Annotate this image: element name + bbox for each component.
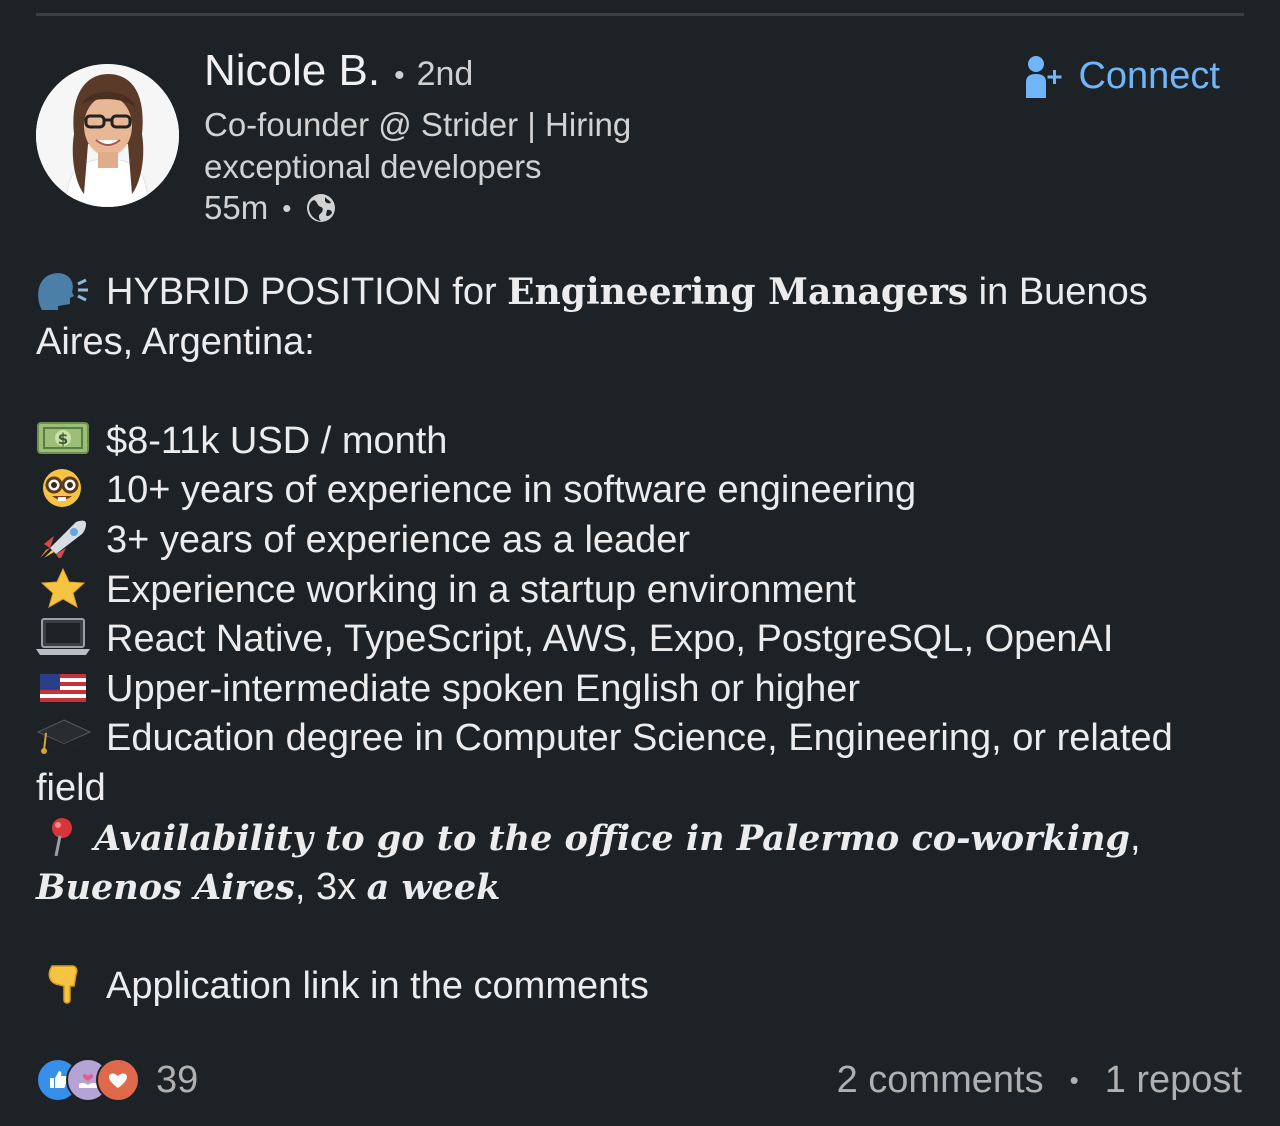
blank-line	[36, 367, 1246, 417]
speaking-head-icon	[36, 270, 92, 310]
engagement-stats: 2 comments • 1 repost	[837, 1059, 1242, 1102]
connect-button[interactable]: Connect	[1024, 54, 1220, 98]
pointing-down-icon	[36, 964, 92, 1005]
nerd-face-icon	[36, 468, 92, 508]
list-item: Education degree in Computer Science, En…	[36, 714, 1246, 813]
office-italic-1: Availability to go to the office in Pale…	[94, 817, 1131, 859]
item-text: Experience working in a startup environm…	[106, 568, 856, 611]
author-name-row: Nicole B. • 2nd	[204, 46, 473, 96]
graduation-cap-icon	[36, 716, 92, 756]
avatar-photo-icon	[36, 64, 179, 207]
post-cta: Application link in the comments	[36, 962, 1246, 1012]
comments-link[interactable]: 2 comments	[836, 1058, 1044, 1101]
item-text: Upper-intermediate spoken English or hig…	[106, 667, 861, 710]
item-text: 3+ years of experience as a leader	[106, 518, 691, 561]
globe-icon	[307, 194, 336, 222]
add-person-icon	[1026, 56, 1062, 98]
post-intro: HYBRID POSITION for Engineering Managers…	[36, 268, 1246, 367]
item-text: 10+ years of experience in software engi…	[106, 469, 917, 512]
list-item: Upper-intermediate spoken English or hig…	[36, 665, 1246, 715]
us-flag-icon	[36, 667, 92, 707]
office-italic-2: Buenos Aires	[36, 867, 295, 909]
name-separator: •	[394, 59, 405, 92]
intro-bold-role: Engineering Managers	[507, 271, 969, 313]
office-italic-3: a week	[366, 867, 501, 909]
item-text: Education degree in Computer Science, En…	[36, 717, 1173, 809]
post-time: 55m	[204, 189, 269, 226]
top-divider	[36, 13, 1244, 16]
author-headline: Co-founder @ Strider | Hiring exceptiona…	[204, 106, 632, 185]
intro-suffix: in Buenos Aires, Argentina:	[36, 271, 1148, 363]
post-meta: 55m •	[204, 189, 337, 227]
item-text: $8-11k USD / month	[106, 419, 448, 462]
list-item: 3+ years of experience as a leader	[36, 516, 1246, 566]
list-item: Experience working in a startup environm…	[36, 566, 1246, 616]
post-body: HYBRID POSITION for Engineering Managers…	[36, 268, 1246, 1012]
laptop-icon	[36, 617, 92, 657]
love-icon	[96, 1058, 140, 1102]
reactions-summary[interactable]: 39	[36, 1058, 198, 1102]
list-item: 10+ years of experience in software engi…	[36, 466, 1246, 516]
social-counts: 39 2 comments • 1 repost	[36, 1054, 1242, 1106]
office-comma-1: ,	[1130, 816, 1141, 859]
list-item: $ $8-11k USD / month	[36, 417, 1246, 467]
author-avatar[interactable]	[36, 64, 179, 207]
star-icon	[36, 567, 92, 608]
money-icon: $	[36, 419, 92, 459]
intro-prefix: HYBRID POSITION for	[106, 271, 508, 313]
svg-text:$: $	[58, 430, 68, 448]
connect-label: Connect	[1078, 54, 1220, 97]
cta-text: Application link in the comments	[106, 965, 649, 1008]
author-name[interactable]: Nicole B.	[204, 46, 381, 95]
list-item: React Native, TypeScript, AWS, Expo, Pos…	[36, 615, 1246, 665]
connection-degree: 2nd	[416, 55, 474, 93]
office-comma-2: , 3x	[294, 866, 367, 909]
reposts-link[interactable]: 1 repost	[1104, 1058, 1242, 1101]
pin-icon	[36, 816, 80, 856]
stats-separator: •	[1069, 1064, 1079, 1095]
office-requirement: Availability to go to the office in Pale…	[36, 814, 1246, 913]
meta-separator: •	[282, 192, 292, 223]
reaction-icons	[36, 1058, 140, 1102]
blank-line	[36, 913, 1246, 963]
rocket-icon	[36, 518, 92, 558]
reaction-count: 39	[156, 1058, 199, 1101]
item-text: React Native, TypeScript, AWS, Expo, Pos…	[106, 618, 1114, 661]
